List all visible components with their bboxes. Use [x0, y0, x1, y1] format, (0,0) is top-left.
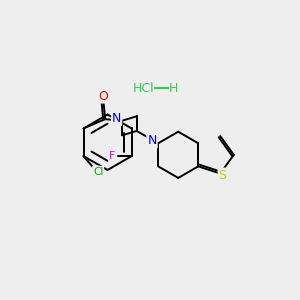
Text: S: S: [218, 169, 226, 182]
Text: O: O: [99, 90, 109, 103]
Text: N: N: [112, 112, 121, 125]
Text: Cl: Cl: [93, 167, 104, 176]
Text: N: N: [147, 134, 157, 148]
Text: F: F: [109, 151, 116, 161]
Text: HCl: HCl: [133, 82, 154, 95]
Text: H: H: [169, 82, 178, 95]
